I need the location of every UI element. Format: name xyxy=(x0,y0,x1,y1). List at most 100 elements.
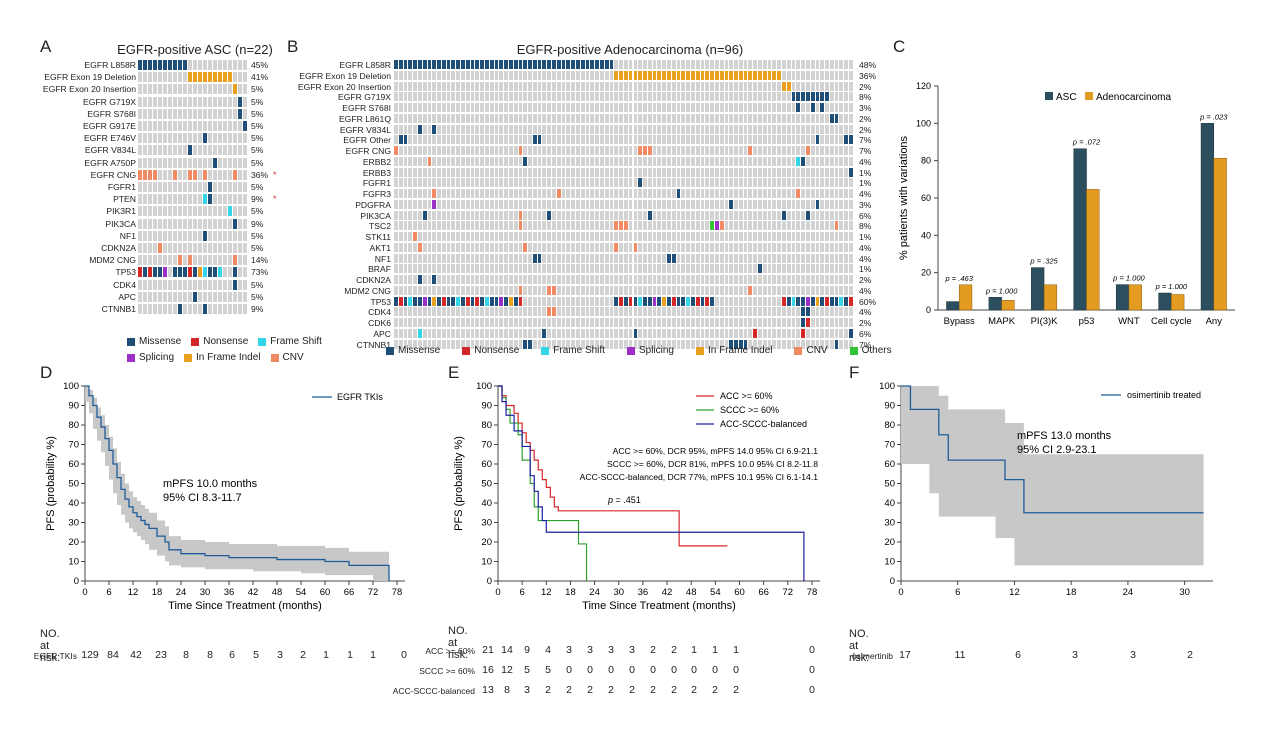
empty-cell xyxy=(228,267,232,278)
empty-cell xyxy=(652,113,657,123)
empty-cell xyxy=(599,210,604,220)
empty-cell xyxy=(580,156,585,166)
empty-cell xyxy=(168,145,172,156)
empty-cell xyxy=(168,157,172,168)
empty-cell xyxy=(604,328,609,338)
empty-cell xyxy=(762,167,767,177)
empty-cell xyxy=(566,285,571,295)
empty-cell xyxy=(465,307,470,317)
mutation-cell xyxy=(547,307,552,317)
empty-cell xyxy=(753,307,758,317)
empty-cell xyxy=(238,267,242,278)
empty-cell xyxy=(480,189,484,198)
gene-label: APC xyxy=(373,328,391,339)
empty-cell xyxy=(451,92,456,102)
empty-cell xyxy=(532,221,537,231)
empty-cell xyxy=(408,81,413,91)
empty-cell xyxy=(820,167,825,177)
empty-cell xyxy=(801,285,805,295)
empty-cell xyxy=(834,232,839,241)
empty-cell xyxy=(547,253,552,263)
empty-cell xyxy=(609,199,614,209)
empty-cell xyxy=(815,156,820,166)
empty-cell xyxy=(628,156,633,166)
empty-cell xyxy=(825,339,829,349)
empty-cell xyxy=(652,135,657,145)
empty-cell xyxy=(638,318,643,327)
empty-cell xyxy=(480,275,484,284)
empty-cell xyxy=(451,285,456,295)
empty-cell xyxy=(513,146,518,155)
x-tick-label: 18 xyxy=(152,587,163,598)
mutation-cell xyxy=(801,307,805,317)
bar-adeno xyxy=(1001,300,1015,311)
empty-cell xyxy=(566,113,571,123)
y-axis-label: % patients with variations xyxy=(898,135,910,260)
empty-cell xyxy=(494,264,499,274)
empty-cell xyxy=(628,210,633,220)
empty-cell xyxy=(738,92,743,102)
empty-cell xyxy=(556,328,561,338)
legend-label: ACC-SCCC-balanced xyxy=(720,419,807,429)
mutation-cell xyxy=(758,70,762,80)
mutation-cell xyxy=(518,285,523,295)
mutation-cell xyxy=(791,296,796,306)
empty-cell xyxy=(480,307,484,317)
empty-cell xyxy=(218,108,222,119)
mutation-cell xyxy=(834,221,839,231)
empty-cell xyxy=(815,124,820,134)
empty-cell xyxy=(705,60,710,69)
empty-cell xyxy=(203,279,207,290)
empty-cell xyxy=(772,296,777,306)
mutation-cell xyxy=(729,70,734,80)
empty-cell xyxy=(753,339,758,349)
empty-cell xyxy=(767,113,772,123)
empty-cell xyxy=(143,84,147,95)
empty-cell xyxy=(178,157,182,168)
empty-cell xyxy=(243,194,247,205)
x-tick-label: 0 xyxy=(495,587,500,598)
empty-cell xyxy=(513,210,518,220)
legend-a-frame-shift: Frame Shift xyxy=(258,336,322,347)
empty-cell xyxy=(825,189,829,198)
empty-cell xyxy=(714,253,719,263)
empty-cell xyxy=(576,81,580,91)
empty-cell xyxy=(513,70,518,80)
empty-cell xyxy=(470,221,475,231)
empty-cell xyxy=(686,156,690,166)
empty-cell xyxy=(762,210,767,220)
empty-cell xyxy=(829,189,834,198)
empty-cell xyxy=(403,103,408,112)
in-frame-indel-swatch xyxy=(184,353,193,362)
empty-cell xyxy=(422,264,427,274)
empty-cell xyxy=(218,121,222,131)
empty-cell xyxy=(810,253,815,263)
mutation-cell xyxy=(815,135,820,145)
empty-cell xyxy=(461,318,465,327)
empty-cell xyxy=(834,328,839,338)
empty-cell xyxy=(485,113,489,123)
empty-cell xyxy=(489,264,494,274)
empty-cell xyxy=(456,81,461,91)
empty-cell xyxy=(681,189,686,198)
empty-cell xyxy=(820,124,825,134)
risk-count: 14 xyxy=(501,644,513,656)
empty-cell xyxy=(580,232,585,241)
empty-cell xyxy=(753,92,758,102)
gene-pct: 1% xyxy=(859,264,872,275)
empty-cell xyxy=(801,264,805,274)
empty-cell xyxy=(700,124,705,134)
mutation-cell xyxy=(815,199,820,209)
bar-adeno xyxy=(1086,189,1100,311)
empty-cell xyxy=(758,189,762,198)
empty-cell xyxy=(547,156,552,166)
empty-cell xyxy=(767,124,772,134)
empty-cell xyxy=(676,210,681,220)
mutation-cell xyxy=(609,60,614,69)
empty-cell xyxy=(700,178,705,188)
empty-cell xyxy=(158,182,162,192)
risk-count: 5 xyxy=(545,664,551,676)
empty-cell xyxy=(743,285,748,295)
empty-cell xyxy=(446,339,451,349)
empty-cell xyxy=(198,108,202,119)
